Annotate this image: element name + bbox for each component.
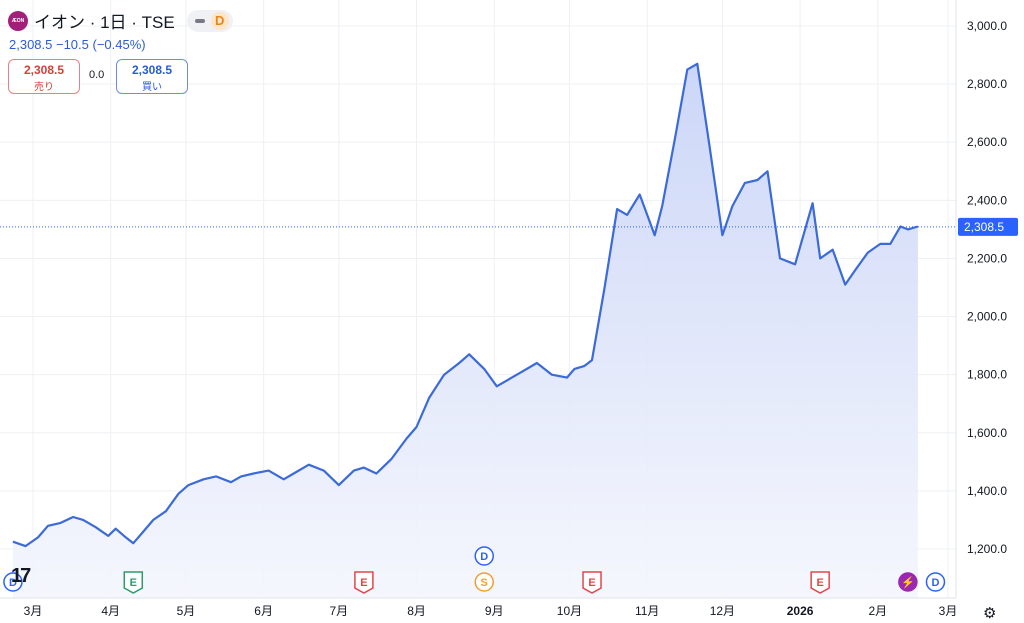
news-marker[interactable]: ⚡: [898, 572, 918, 592]
symbol-title[interactable]: イオン · 1日 · TSE: [34, 13, 175, 32]
marker-label: D: [480, 551, 488, 563]
earnings-marker[interactable]: E: [582, 571, 602, 594]
y-tick-label: 2,000.0: [967, 310, 1007, 324]
tradingview-logo[interactable]: 17: [11, 565, 31, 587]
last-price-label: 2,308.5: [964, 220, 1004, 234]
x-tick-label: 2026: [787, 604, 814, 618]
spread-value: 0.0: [89, 69, 105, 81]
x-tick-label: 12月: [710, 604, 735, 618]
event-markers[interactable]: D E E D S E E ⚡ D: [3, 546, 946, 594]
split-marker[interactable]: S: [474, 572, 494, 592]
marker-badge: [474, 572, 494, 592]
data-status-badge: D: [210, 11, 229, 30]
earnings-marker[interactable]: E: [123, 571, 144, 594]
buy-button[interactable]: 2,308.5 買い: [116, 59, 188, 94]
x-tick-label: 3月: [24, 604, 43, 618]
marker-label: E: [130, 577, 137, 589]
y-tick-label: 2,600.0: [967, 135, 1007, 149]
x-tick-label: 8月: [407, 604, 426, 618]
x-tick-label: 11月: [635, 604, 659, 618]
status-pill[interactable]: D: [186, 9, 233, 32]
y-tick-label: 2,800.0: [967, 77, 1007, 91]
x-tick-label: 9月: [485, 604, 504, 618]
earnings-marker[interactable]: E: [354, 571, 374, 594]
chart-header: ÆON イオン · 1日 · TSE D: [8, 8, 233, 33]
x-tick-label: 5月: [177, 604, 196, 618]
marker-label: S: [481, 577, 488, 589]
dividend-marker[interactable]: D: [3, 572, 23, 592]
x-tick-label: 7月: [329, 604, 348, 618]
y-tick-label: 1,800.0: [967, 368, 1007, 382]
dividend-marker[interactable]: D: [474, 546, 494, 566]
marker-label: ⚡: [901, 576, 915, 589]
marker-label: E: [588, 577, 595, 589]
marker-badge: [3, 572, 23, 592]
last-price-tag: 2,308.5: [958, 217, 1018, 236]
buy-label: 買い: [142, 82, 162, 93]
buy-price: 2,308.5: [131, 63, 173, 77]
marker-label: E: [360, 577, 367, 589]
y-tick-label: 2,400.0: [967, 193, 1007, 207]
marker-badge: [582, 571, 602, 594]
y-tick-label: 2,200.0: [967, 251, 1007, 265]
marker-badge: [810, 571, 830, 594]
marker-badge: [474, 546, 494, 566]
y-tick-label: 1,600.0: [967, 426, 1007, 440]
x-axis[interactable]: 3月 4月 5月 6月 7月 8月 9月 10月 11月 12月 2026 2月 3月: [0, 597, 958, 618]
y-tick-label: 1,200.0: [967, 542, 1007, 556]
settings-icon[interactable]: ⚙: [983, 605, 997, 622]
sell-button[interactable]: 2,308.5 売り: [8, 59, 80, 94]
y-tick-label: 3,000.0: [967, 19, 1007, 33]
marker-badge: [123, 571, 144, 594]
minus-icon: [194, 18, 205, 23]
marker-label: D: [9, 577, 17, 589]
dividend-marker[interactable]: D: [925, 572, 946, 592]
sell-price: 2,308.5: [23, 63, 65, 77]
x-tick-label: 10月: [557, 604, 582, 618]
x-tick-label: 3月: [939, 604, 958, 618]
marker-badge: [925, 572, 946, 592]
marker-label: D: [931, 577, 939, 589]
marker-badge: [354, 571, 374, 594]
aeon-logo: ÆON: [8, 10, 28, 31]
price-area-fill: [12, 63, 918, 599]
y-axis[interactable]: 1,200.0 1,400.0 1,600.0 1,800.0 2,000.0 2,200…: [955, 0, 1007, 598]
x-tick-label: 6月: [254, 604, 273, 618]
sell-label: 売り: [34, 82, 54, 93]
price-line: [12, 62, 919, 548]
x-tick-label: 2月: [868, 604, 887, 618]
marker-label: E: [816, 577, 823, 589]
x-tick-label: 4月: [101, 604, 120, 618]
marker-badge: [898, 572, 918, 592]
quote-line: 2,308.5 −10.5 (−0.45%): [9, 37, 146, 52]
y-tick-label: 1,400.0: [967, 484, 1007, 498]
earnings-marker[interactable]: E: [810, 571, 830, 594]
